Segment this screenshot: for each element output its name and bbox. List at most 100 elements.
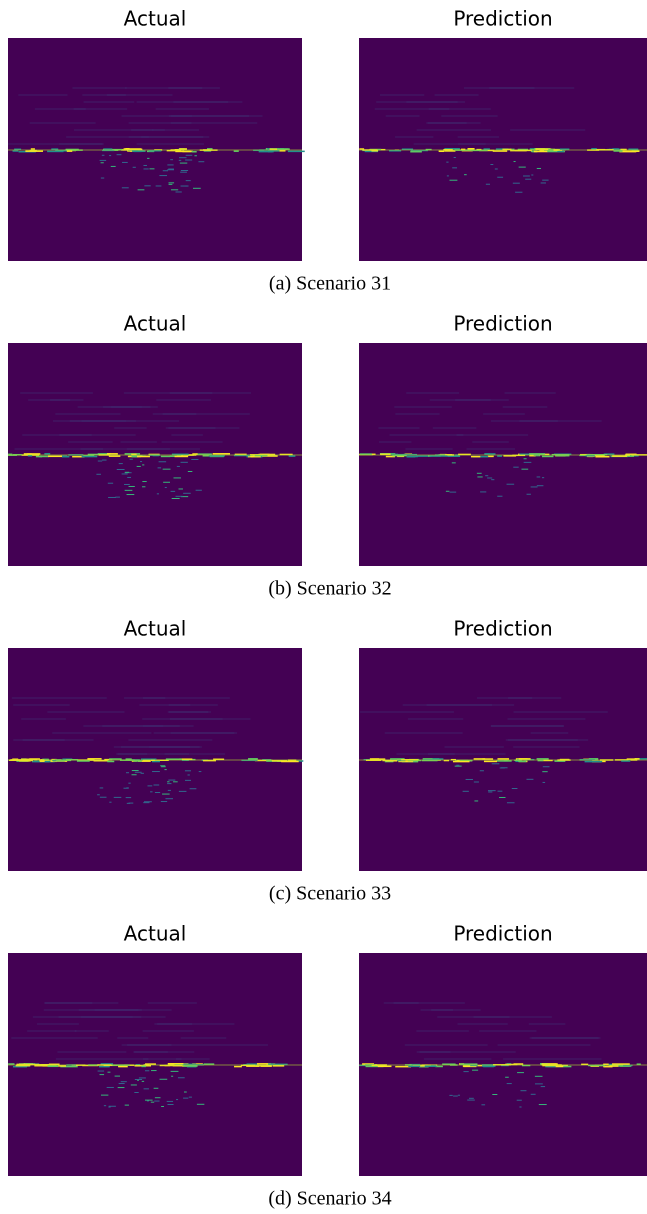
point-streak bbox=[122, 162, 128, 163]
point-streak bbox=[507, 1083, 512, 1084]
point-streak bbox=[118, 1087, 125, 1088]
point-streak bbox=[140, 461, 142, 462]
point-streak bbox=[531, 486, 538, 487]
point-streak bbox=[147, 785, 152, 786]
point-streak bbox=[144, 1088, 149, 1089]
point-streak bbox=[159, 461, 167, 462]
caption: (c) Scenario 33 bbox=[269, 883, 391, 905]
point-streak bbox=[480, 491, 486, 492]
panel-title: Prediction bbox=[453, 922, 552, 946]
point-streak bbox=[82, 456, 98, 458]
point-streak bbox=[160, 765, 165, 766]
point-streak bbox=[185, 160, 192, 161]
point-streak bbox=[289, 455, 296, 457]
point-streak bbox=[157, 493, 159, 494]
point-streak bbox=[186, 155, 193, 156]
point-streak bbox=[520, 1090, 526, 1091]
point-streak bbox=[521, 469, 528, 470]
point-streak bbox=[474, 800, 478, 801]
point-streak bbox=[114, 797, 122, 798]
point-streak bbox=[185, 186, 188, 187]
point-streak bbox=[162, 794, 170, 795]
point-streak bbox=[167, 1101, 173, 1102]
point-streak bbox=[541, 1086, 545, 1087]
point-streak bbox=[183, 1065, 197, 1067]
point-streak bbox=[143, 165, 147, 166]
point-streak bbox=[453, 1096, 458, 1097]
point-streak bbox=[495, 168, 498, 169]
point-streak bbox=[507, 484, 515, 485]
lidar-image bbox=[359, 38, 647, 261]
point-streak bbox=[145, 1100, 153, 1101]
point-streak bbox=[100, 160, 107, 161]
point-streak bbox=[134, 1092, 138, 1093]
point-streak bbox=[149, 168, 154, 169]
point-streak bbox=[155, 792, 160, 793]
point-streak bbox=[261, 1065, 272, 1067]
point-streak bbox=[142, 464, 144, 465]
point-streak bbox=[446, 162, 448, 163]
point-streak bbox=[163, 170, 168, 171]
point-streak bbox=[25, 150, 43, 152]
point-streak bbox=[142, 1081, 144, 1082]
point-streak bbox=[199, 771, 202, 772]
point-streak bbox=[142, 481, 146, 482]
point-streak bbox=[408, 1066, 420, 1068]
point-streak bbox=[519, 758, 531, 760]
panel-title: Actual bbox=[124, 7, 187, 31]
panel-title: Actual bbox=[124, 617, 187, 641]
point-streak bbox=[472, 1070, 478, 1071]
point-streak bbox=[99, 1066, 110, 1068]
point-streak bbox=[126, 797, 131, 798]
point-streak bbox=[531, 1094, 536, 1095]
point-streak bbox=[450, 180, 458, 181]
point-streak bbox=[161, 1106, 164, 1107]
point-streak bbox=[526, 779, 533, 780]
point-streak bbox=[127, 477, 131, 478]
point-streak bbox=[168, 182, 174, 183]
point-streak bbox=[48, 1066, 59, 1068]
point-streak bbox=[142, 486, 145, 487]
panel-title: Actual bbox=[124, 312, 187, 336]
point-streak bbox=[492, 1094, 497, 1095]
point-streak bbox=[134, 151, 142, 153]
point-streak bbox=[100, 797, 107, 798]
point-streak bbox=[124, 484, 130, 485]
point-streak bbox=[477, 473, 482, 474]
point-streak bbox=[515, 192, 522, 193]
point-streak bbox=[107, 1072, 110, 1073]
point-streak bbox=[184, 1092, 187, 1093]
point-streak bbox=[101, 178, 104, 179]
point-streak bbox=[471, 456, 480, 458]
point-streak bbox=[469, 1098, 474, 1099]
point-streak bbox=[542, 180, 548, 181]
point-streak bbox=[98, 461, 102, 462]
point-streak bbox=[234, 150, 239, 152]
point-streak bbox=[104, 1105, 106, 1106]
point-streak bbox=[145, 1070, 149, 1071]
point-streak bbox=[481, 1104, 485, 1105]
point-streak bbox=[499, 797, 505, 798]
point-streak bbox=[213, 453, 230, 455]
point-streak bbox=[154, 1101, 159, 1102]
point-streak bbox=[189, 1097, 192, 1098]
point-streak bbox=[150, 791, 152, 792]
point-streak bbox=[447, 175, 449, 176]
point-streak bbox=[171, 1071, 179, 1072]
point-streak bbox=[126, 772, 129, 773]
point-streak bbox=[98, 1071, 104, 1072]
point-streak bbox=[164, 769, 166, 770]
point-streak bbox=[175, 151, 191, 153]
point-streak bbox=[183, 493, 191, 494]
point-streak bbox=[527, 494, 531, 495]
point-streak bbox=[454, 157, 456, 158]
point-streak bbox=[167, 164, 173, 165]
point-streak bbox=[122, 187, 129, 188]
point-streak bbox=[185, 770, 191, 771]
point-streak bbox=[161, 766, 166, 767]
point-streak bbox=[101, 1095, 108, 1096]
point-streak bbox=[109, 1106, 116, 1107]
point-streak bbox=[144, 801, 152, 802]
point-streak bbox=[519, 1106, 521, 1107]
point-streak bbox=[497, 177, 503, 178]
